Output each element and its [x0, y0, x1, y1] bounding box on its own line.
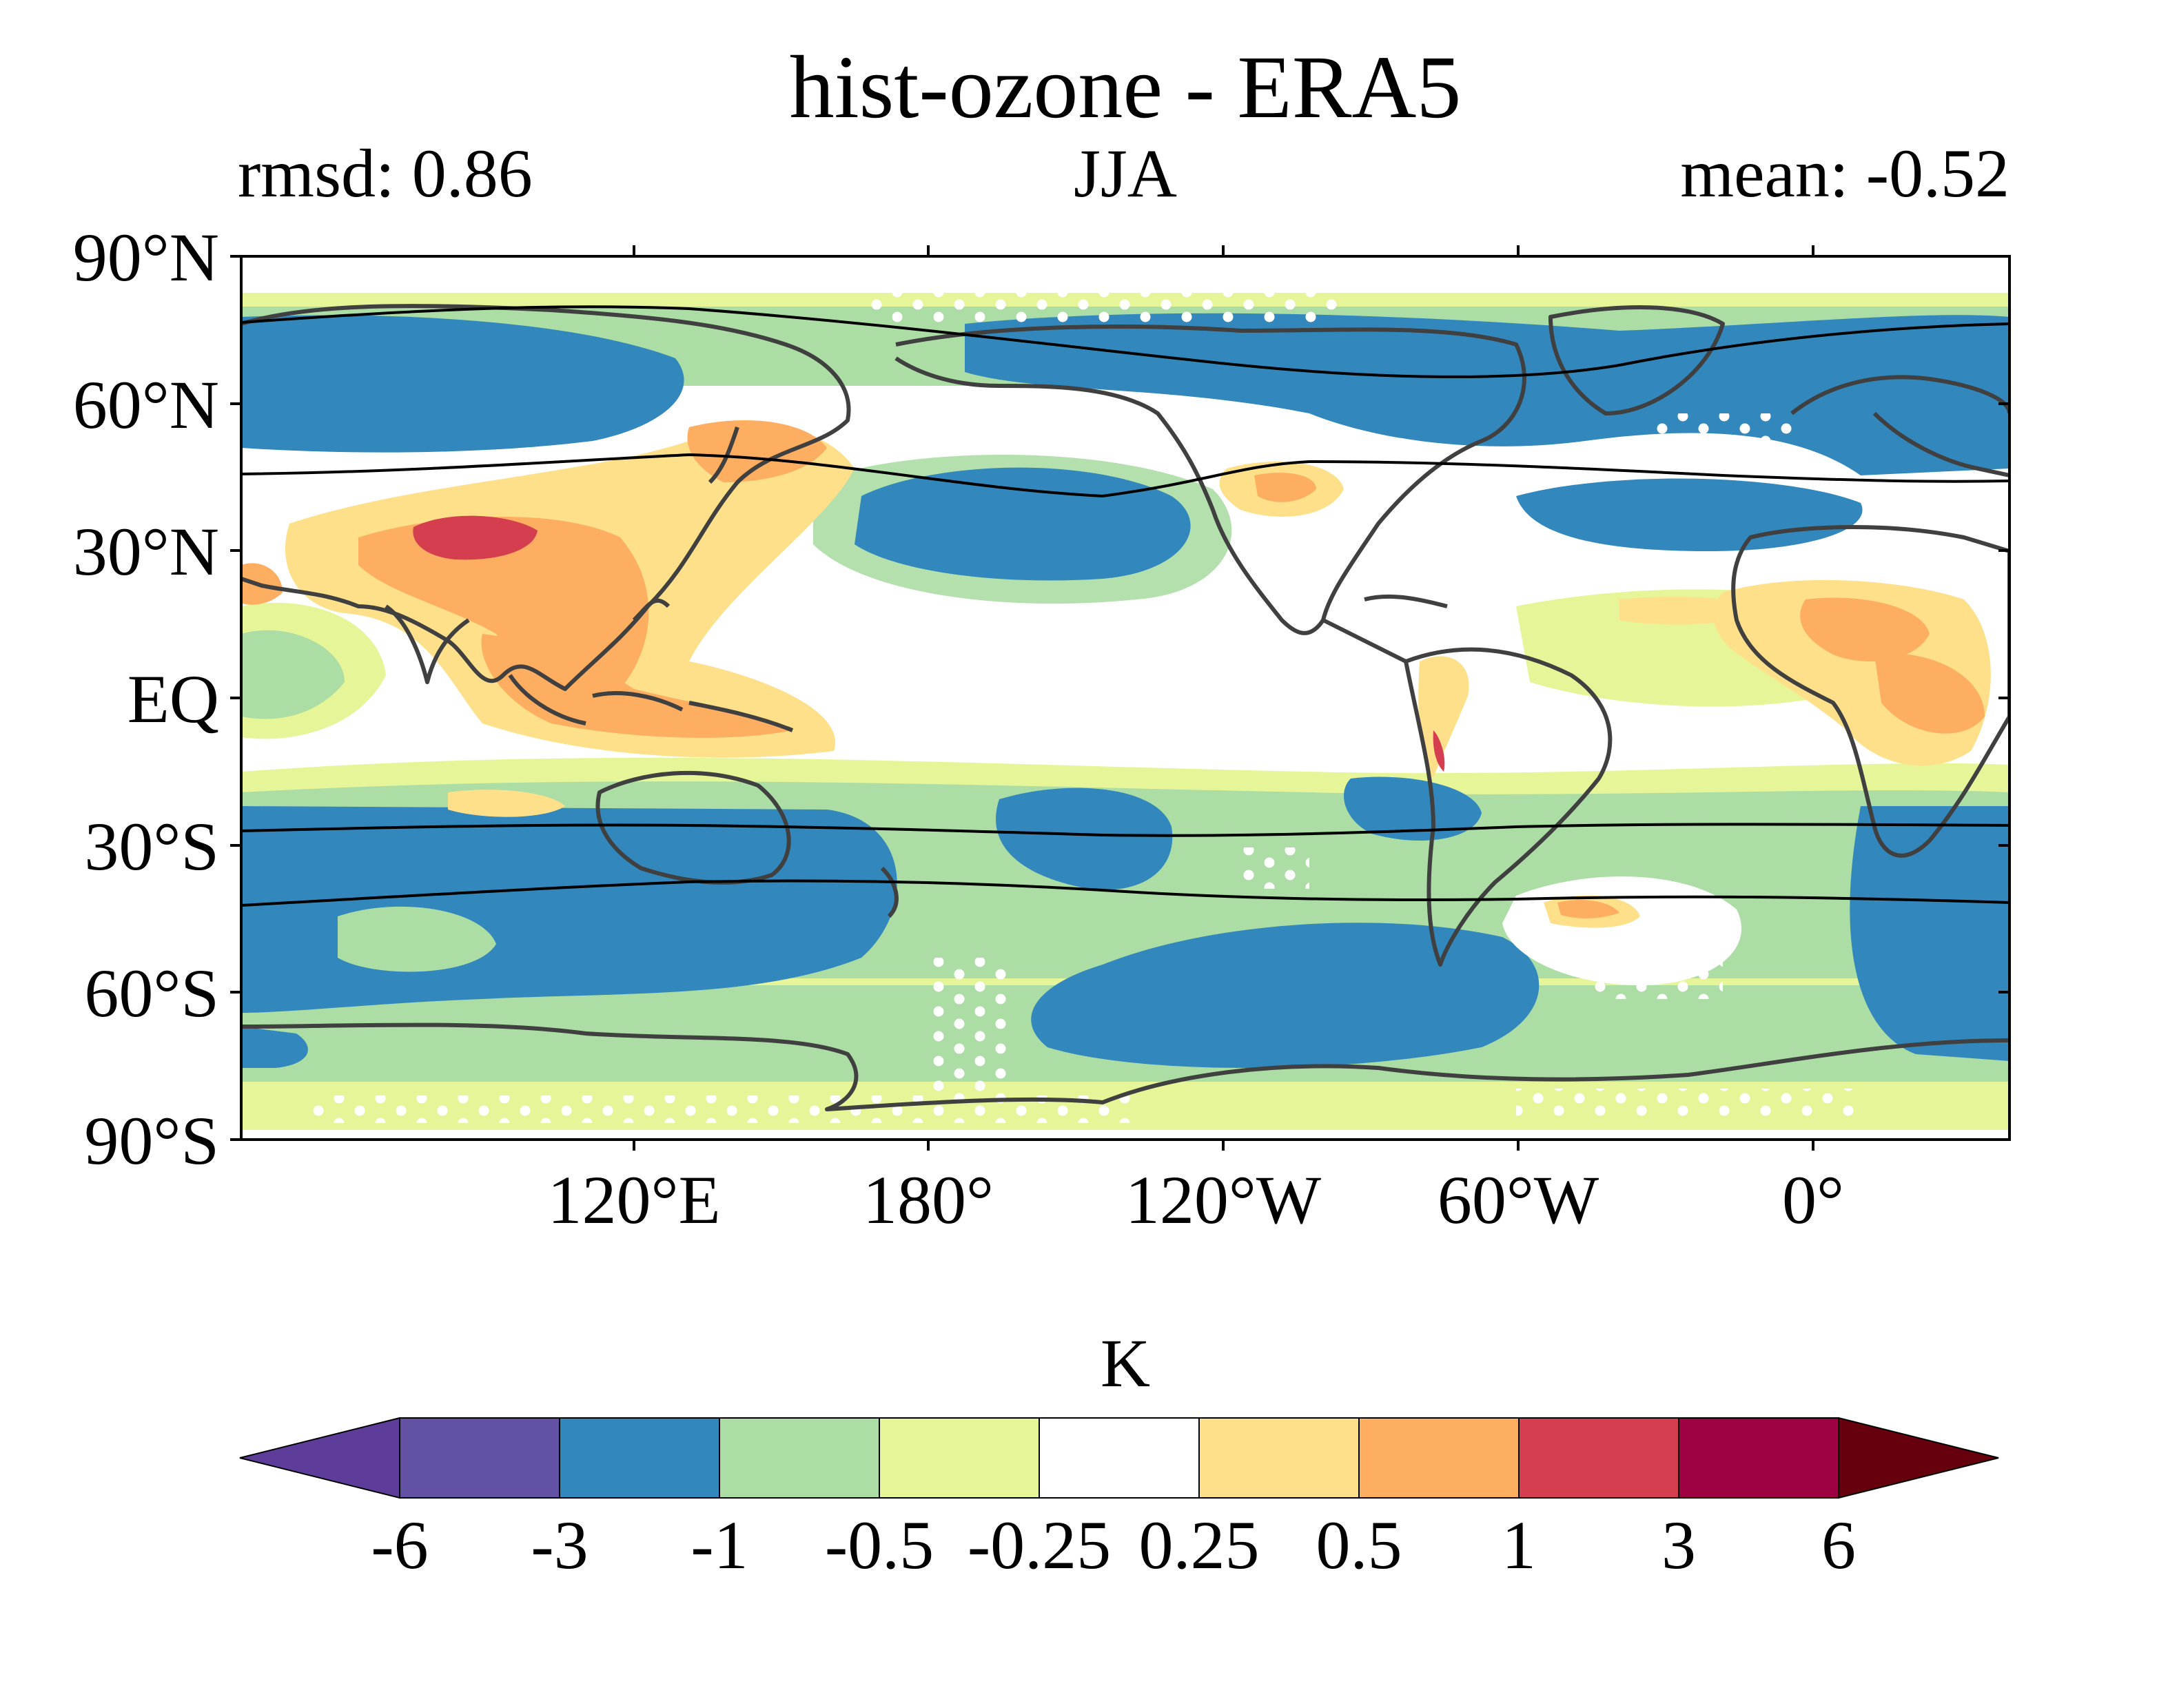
- figure-title: hist-ozone - ERA5: [790, 38, 1462, 137]
- lat-ticks: [230, 255, 2010, 1141]
- colorbar-bin: [1198, 1417, 1360, 1499]
- antarctica-coast: [241, 1022, 2010, 1111]
- australia-coast: [595, 770, 791, 885]
- lat-label: 60°N: [73, 367, 219, 443]
- lon-label: 120°W: [1125, 1162, 1322, 1238]
- tibet-red: [413, 515, 538, 560]
- lat-labels: 90°N 60°N 30°N EQ 30°S 60°S 90°S: [73, 219, 219, 1179]
- colorbar-tick-label: -0.25: [968, 1507, 1111, 1583]
- jet-contours: [241, 305, 2010, 907]
- season-label: JJA: [1074, 135, 1177, 212]
- colorbar-tick-label: -3: [531, 1507, 588, 1583]
- colorbar-tick-label: 0.25: [1139, 1507, 1260, 1583]
- africa-coast: [1731, 525, 2010, 858]
- mean-label: mean: -0.52: [1680, 135, 2010, 212]
- lat-label: 30°N: [73, 513, 219, 590]
- lon-labels: 120°E 180° 120°W 60°W 0°: [547, 1162, 1844, 1238]
- colorbar-label: K: [1101, 1325, 1150, 1401]
- lon-label: 120°E: [547, 1162, 720, 1238]
- colorbar: [239, 1417, 1999, 1499]
- lon-label: 0°: [1782, 1162, 1844, 1238]
- lon-ticks: [633, 245, 1814, 1151]
- south-atlantic-blue: [1344, 776, 1482, 841]
- lat-label: 90°S: [84, 1102, 219, 1179]
- colorbar-bin: [879, 1417, 1040, 1499]
- colorbar-bin: [559, 1417, 720, 1499]
- colorbar-bin: [399, 1417, 560, 1499]
- colorbar-extend-high: [1838, 1417, 1999, 1499]
- lat-label: 30°S: [84, 808, 219, 885]
- colorbar-bin: [1039, 1417, 1200, 1499]
- ross-blue: [1031, 923, 1540, 1068]
- south-pacific-blue: [996, 788, 1173, 890]
- colorbar-bin: [1678, 1417, 1839, 1499]
- lat-label: EQ: [127, 661, 219, 737]
- lon-label: 180°: [863, 1162, 994, 1238]
- colorbar-tick-labels: -6 -3 -1 -0.5 -0.25 0.25 0.5 1 3 6: [371, 1507, 1856, 1583]
- lat-label: 60°S: [84, 955, 219, 1031]
- difference-field: [241, 256, 2010, 1140]
- north-pacific-arctic-blue: [241, 315, 684, 453]
- lon-label: 60°W: [1438, 1162, 1599, 1238]
- colorbar-bin: [1518, 1417, 1679, 1499]
- south-america-coast: [1404, 647, 1613, 967]
- colorbar-bin: [1358, 1417, 1520, 1499]
- north-america-coast: [894, 325, 1526, 635]
- colorbar-tick-label: -1: [691, 1507, 748, 1583]
- rmsd-label: rmsd: 0.86: [238, 135, 533, 212]
- lat-label: 90°N: [73, 219, 219, 296]
- colorbar-tick-label: -6: [371, 1507, 428, 1583]
- colorbar-tick-label: 6: [1821, 1507, 1856, 1583]
- colorbar-tick-label: -0.5: [825, 1507, 934, 1583]
- colorbar-tick-label: 1: [1502, 1507, 1536, 1583]
- colorbar-tick-label: 0.5: [1316, 1507, 1402, 1583]
- colorbar-tick-label: 3: [1661, 1507, 1696, 1583]
- colorbar-extend-low: [239, 1417, 400, 1499]
- colorbar-bin: [719, 1417, 880, 1499]
